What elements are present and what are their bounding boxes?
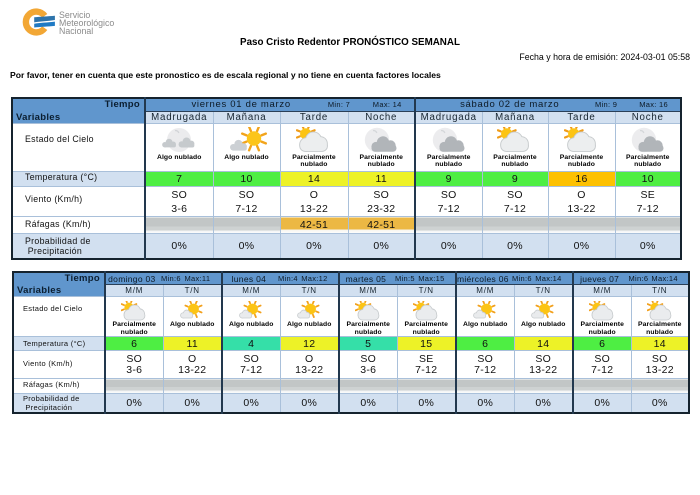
svg-text:Meteorológico: Meteorológico: [59, 18, 114, 28]
svg-text:Servicio: Servicio: [59, 10, 90, 20]
svg-text:Nacional: Nacional: [59, 26, 93, 36]
